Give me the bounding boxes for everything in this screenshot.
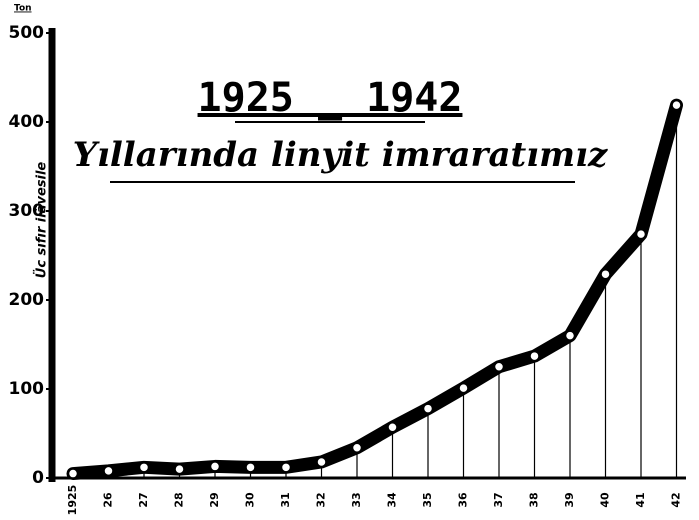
y-tick-label: 500 [9,23,45,43]
data-point [458,382,469,394]
x-tick-label: 27 [137,492,150,507]
y-tick-label: 200 [9,290,45,310]
chart-subtitle: Yıllarında linyit imraratımız [73,135,608,175]
data-point [67,468,79,479]
data-point [351,442,363,453]
x-tick-label: 40 [599,492,612,508]
data-point [387,422,398,433]
x-tick-label: 33 [350,492,363,507]
x-tick-label: 39 [563,492,576,507]
x-tick-label: 36 [457,492,470,508]
x-tick-label: 42 [670,492,683,507]
data-point [316,456,327,468]
data-point [493,361,505,372]
data-point [529,350,540,362]
y-tick-label: 300 [9,201,45,221]
x-tick-label: 31 [279,492,292,507]
data-point [600,268,611,280]
data-point [138,462,150,473]
data-point [245,462,256,473]
data-line [66,98,683,481]
data-point [422,403,434,414]
data-point [635,228,647,240]
x-tick-label: 28 [173,492,186,507]
x-tick-label: 38 [528,492,541,507]
data-point [671,99,682,111]
data-point [174,463,185,475]
data-point [280,462,292,473]
x-tick-label: 34 [386,492,399,508]
x-tick-label: 26 [102,492,115,508]
y-axis-label: Üc sıfır ilâvesile [34,162,50,279]
chart-title: 1925 _ 1942 [198,75,463,121]
x-tick-label: 35 [421,492,434,507]
x-tick-label: 29 [208,492,221,507]
x-tick-label: 41 [634,492,647,507]
data-point [103,465,114,477]
x-tick-label: 32 [315,492,328,507]
data-point [209,461,221,472]
y-unit: Ton [14,4,32,14]
data-point [564,330,576,341]
y-tick-label: 400 [9,112,45,132]
x-tick-label: 30 [244,492,257,508]
x-tick-label: 37 [492,492,505,507]
y-tick-label: 0 [32,468,44,488]
y-tick-label: 100 [9,379,45,399]
x-tick-label: 1925 [66,485,79,516]
